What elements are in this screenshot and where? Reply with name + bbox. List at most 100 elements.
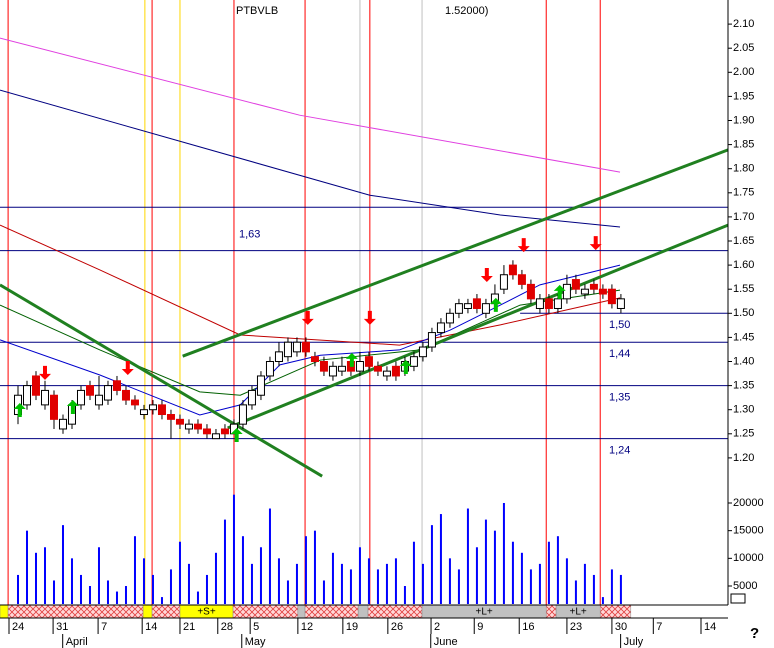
signal-label: +S+ xyxy=(197,607,216,618)
x-tick-label: 16 xyxy=(522,621,534,633)
level-label: 1,35 xyxy=(609,392,630,404)
candle-body xyxy=(319,361,328,372)
candle-body xyxy=(283,341,292,358)
volume-bar xyxy=(52,580,55,604)
y-tick-label: 1.40 xyxy=(733,355,754,367)
level-label: 1,63 xyxy=(239,229,260,241)
candle-body xyxy=(544,298,553,309)
volume-bar xyxy=(151,574,154,604)
volume-bar xyxy=(376,569,379,604)
volume-bar xyxy=(331,552,334,604)
candle-body xyxy=(337,365,346,372)
scroll-icon[interactable] xyxy=(730,593,746,604)
volume-bar xyxy=(565,558,568,604)
trend-line xyxy=(0,283,323,478)
candle-body xyxy=(526,283,535,300)
candle-body xyxy=(391,365,400,377)
candle-body xyxy=(328,365,337,377)
candle-body xyxy=(247,389,256,406)
volume-bar xyxy=(223,519,226,604)
y-tick-label: 1.60 xyxy=(733,259,754,271)
y-tick-label: 20000 xyxy=(733,497,764,509)
volume-bar xyxy=(439,514,442,604)
volume-bar xyxy=(232,494,235,604)
volume-bar xyxy=(34,552,37,604)
volume-bar xyxy=(412,541,415,604)
y-tick-label: 1.35 xyxy=(733,380,754,392)
month-label: May xyxy=(245,636,266,648)
help-button[interactable]: ? xyxy=(750,625,759,642)
candle-body xyxy=(175,418,184,425)
x-tick-label: 26 xyxy=(391,621,403,633)
signal-segment xyxy=(232,604,299,619)
candle-body xyxy=(148,404,157,411)
candle-body xyxy=(265,361,274,377)
volume-bar xyxy=(142,558,145,604)
x-tick-label: 28 xyxy=(221,621,233,633)
moving-average xyxy=(0,89,621,228)
x-tick-label: 24 xyxy=(12,621,24,633)
moving-average xyxy=(0,289,621,396)
candle-body xyxy=(607,288,616,305)
candle-body xyxy=(103,385,112,401)
buy-arrow xyxy=(399,360,412,375)
volume-bar xyxy=(115,591,118,604)
y-tick-label: 15000 xyxy=(733,525,764,537)
volume-bar xyxy=(385,563,388,604)
candle-body xyxy=(139,409,148,416)
volume-bar xyxy=(304,536,307,604)
candle-body xyxy=(535,298,544,309)
volume-bar xyxy=(178,541,181,604)
signal-segment xyxy=(7,604,144,619)
y-tick-label: 1.85 xyxy=(733,139,754,151)
y-tick-label: 1.65 xyxy=(733,235,754,247)
candle-body xyxy=(130,399,139,406)
buy-arrow xyxy=(489,297,502,312)
candle-body xyxy=(238,404,247,425)
candle-body xyxy=(121,389,130,401)
y-tick-label: 1.75 xyxy=(733,187,754,199)
x-tick-label: 14 xyxy=(145,621,157,633)
candle-body xyxy=(553,298,562,309)
sell-arrow xyxy=(589,236,602,251)
volume-bar xyxy=(286,580,289,604)
sell-arrow xyxy=(363,310,376,325)
candle-body xyxy=(373,365,382,372)
candle-body xyxy=(382,370,391,377)
y-tick-label: 1.25 xyxy=(733,428,754,440)
chart-title: PTBVLB xyxy=(236,5,278,17)
candle-body xyxy=(436,322,445,334)
candle-body xyxy=(445,312,454,324)
candle-body xyxy=(418,346,427,358)
volume-bar xyxy=(268,508,271,604)
x-tick-label: 14 xyxy=(704,621,716,633)
x-tick-label: 19 xyxy=(346,621,358,633)
candle-body xyxy=(85,385,94,396)
y-tick-label: 5000 xyxy=(733,580,757,592)
volume-bar xyxy=(448,558,451,604)
candle-body xyxy=(580,288,589,295)
signal-segment xyxy=(545,604,557,619)
x-tick-label: 9 xyxy=(477,621,483,633)
candle-body xyxy=(364,356,373,367)
buy-arrow xyxy=(345,352,358,367)
signal-label: +L+ xyxy=(570,607,587,618)
candle-body xyxy=(589,283,598,290)
candle-body xyxy=(220,428,229,435)
candle-body xyxy=(76,389,85,406)
x-tick-label: 2 xyxy=(434,621,440,633)
x-tick-label: 31 xyxy=(56,621,68,633)
volume-bar xyxy=(205,574,208,604)
volume-bar xyxy=(349,569,352,604)
volume-bar xyxy=(70,558,73,604)
volume-bar xyxy=(538,563,541,604)
volume-bar xyxy=(610,569,613,604)
x-tick-label: 5 xyxy=(253,621,259,633)
y-tick-label: 1.50 xyxy=(733,307,754,319)
x-tick-label: 7 xyxy=(101,621,107,633)
buy-arrow xyxy=(553,284,566,299)
candle-body xyxy=(472,298,481,309)
signal-segment xyxy=(142,604,153,619)
volume-bar xyxy=(25,530,28,604)
